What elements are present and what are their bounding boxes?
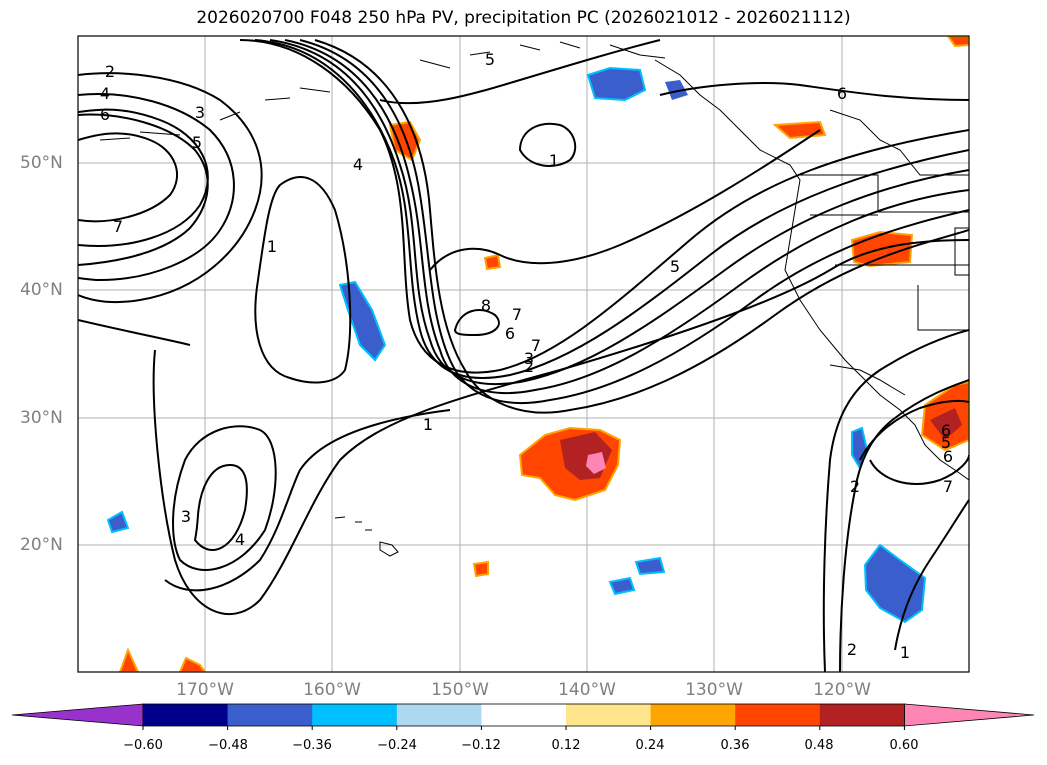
colorbar-swatch <box>566 704 652 726</box>
colorbar-swatch <box>735 704 821 726</box>
colorbar-tick-label: 0.24 <box>635 738 665 753</box>
colorbar-swatch <box>143 704 229 726</box>
colorbar-swatch <box>819 704 905 726</box>
contour-label: 7 <box>531 336 541 355</box>
colorbar-swatch <box>396 704 482 726</box>
precip-blob-negative <box>106 510 130 534</box>
contour-label: 3 <box>181 507 191 526</box>
contour-label: 7 <box>943 477 953 496</box>
precip-blob-negative <box>586 66 647 102</box>
colorbar-extend-min <box>11 703 144 727</box>
precip-blob-negative <box>665 80 688 100</box>
contour-label: 4 <box>235 530 245 549</box>
pv-contours <box>78 39 969 672</box>
contour-label: 5 <box>485 50 495 69</box>
precipitation-shading <box>106 36 969 672</box>
map-frame <box>77 35 970 673</box>
precip-blob-negative <box>608 576 636 596</box>
lon-label: 130°W <box>685 680 743 700</box>
contour-label: 1 <box>900 643 910 662</box>
contour-label: 6 <box>100 105 110 124</box>
precip-blob-positive <box>930 408 962 440</box>
contour-label: 5 <box>941 433 951 452</box>
precip-blob-positive <box>118 647 140 672</box>
colorbar-tick-label: 0.48 <box>804 738 834 753</box>
contour-label: 2 <box>105 62 115 81</box>
contour-labels: 2 4 6 7 3 5 1 4 5 6 7 8 6 7 3 2 5 1 3 4 … <box>100 50 953 662</box>
lat-label: 50°N <box>20 153 63 173</box>
contour-label: 1 <box>549 151 559 170</box>
colorbar <box>11 703 1035 730</box>
contour-label: 6 <box>837 84 847 103</box>
lat-label: 40°N <box>20 280 63 300</box>
lon-label: 140°W <box>558 680 616 700</box>
contour-label: 7 <box>113 217 123 236</box>
colorbar-tick-label: 0.60 <box>889 738 919 753</box>
colorbar-tick-label: −0.48 <box>208 738 248 753</box>
contour-label: 3 <box>524 349 534 368</box>
colorbar-tick-label: 0.12 <box>551 738 581 753</box>
contour-label: 2 <box>850 477 860 496</box>
colorbar-swatch <box>481 704 567 726</box>
precip-blob-positive <box>178 656 207 672</box>
colorbar-swatch <box>227 704 313 726</box>
precip-blob-positive <box>586 452 606 474</box>
colorbar-swatch <box>650 704 736 726</box>
lat-label: 20°N <box>20 535 63 555</box>
lon-label: 150°W <box>431 680 489 700</box>
lat-label: 30°N <box>20 408 63 428</box>
colorbar-tick-label: 0.36 <box>720 738 750 753</box>
colorbar-extend-max <box>904 703 1035 727</box>
lon-label: 170°W <box>176 680 234 700</box>
contour-label: 7 <box>512 305 522 324</box>
contour-label: 6 <box>943 447 953 466</box>
map-title: 2026020700 F048 250 hPa PV, precipitatio… <box>196 8 851 28</box>
lon-label: 160°W <box>303 680 361 700</box>
contour-label: 6 <box>941 421 951 440</box>
contour-label: 4 <box>353 155 363 174</box>
contour-label: 1 <box>267 237 277 256</box>
contour-label: 8 <box>481 296 491 315</box>
contour-label: 2 <box>524 357 534 376</box>
colorbar-tick-label: −0.12 <box>461 738 501 753</box>
colorbar-outline <box>142 703 905 727</box>
contour-label: 1 <box>423 415 433 434</box>
precip-blob-negative <box>863 543 927 624</box>
lon-label: 120°W <box>813 680 871 700</box>
contour-label: 4 <box>100 84 110 103</box>
precip-blob-positive <box>483 253 502 271</box>
precip-blob-positive <box>946 36 969 48</box>
coastlines <box>99 41 969 557</box>
colorbar-tick-label: −0.24 <box>377 738 417 753</box>
contour-label: 6 <box>505 324 515 343</box>
colorbar-tick-label: −0.60 <box>123 738 163 753</box>
colorbar-swatch <box>312 704 398 726</box>
colorbar-tick-label: −0.36 <box>292 738 332 753</box>
contour-label: 5 <box>192 133 202 152</box>
contour-label: 5 <box>670 257 680 276</box>
contour-label: 2 <box>847 640 857 659</box>
contour-label: 3 <box>195 103 205 122</box>
precip-blob-negative <box>634 556 666 576</box>
precip-blob-positive <box>472 560 489 578</box>
